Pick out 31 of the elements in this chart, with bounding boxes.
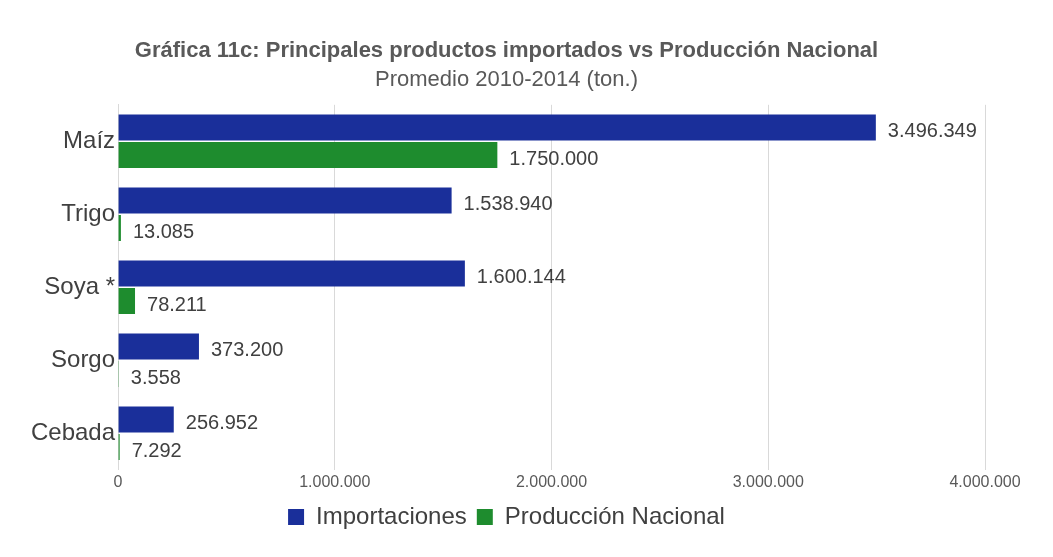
x-tick-label: 4.000.000 (949, 472, 1021, 490)
x-tick-label: 0 (113, 472, 123, 490)
data-label: 1.600.144 (476, 265, 566, 288)
data-label: 13.085 (132, 219, 195, 242)
x-tick-label: 1.000.000 (299, 472, 371, 490)
y-tick-label: Maíz (63, 125, 116, 153)
data-label: 1.750.000 (509, 146, 599, 169)
chart-subtitle: Promedio 2010-2014 (ton.) (375, 65, 638, 91)
bar (118, 406, 174, 433)
chart-title: Gráfica 11c: Principales productos importados vs Producción Nacional (134, 37, 879, 63)
data-label: 3.558 (130, 365, 181, 388)
x-tick-label: 2.000.000 (515, 472, 588, 490)
data-label: 78.211 (147, 292, 207, 315)
data-label: 256.952 (185, 411, 259, 434)
data-label: 1.538.940 (463, 192, 553, 215)
bar (118, 287, 136, 314)
y-tick-label: Soya * (44, 271, 116, 299)
bar (118, 333, 199, 360)
legend-label: Importaciones (316, 501, 467, 529)
x-tick-label: 3.000.000 (732, 472, 804, 490)
bar (118, 260, 465, 287)
y-tick-label: Cebada (30, 417, 116, 445)
bar (118, 187, 452, 214)
y-tick-label: Sorgo (51, 344, 116, 372)
legend-label: Producción Nacional (504, 501, 725, 529)
data-label: 7.292 (131, 438, 182, 461)
y-tick-label: Trigo (61, 198, 116, 226)
bar (118, 114, 876, 141)
data-label: 373.200 (210, 338, 284, 361)
bar (118, 141, 498, 168)
data-label: 3.496.349 (887, 119, 977, 142)
